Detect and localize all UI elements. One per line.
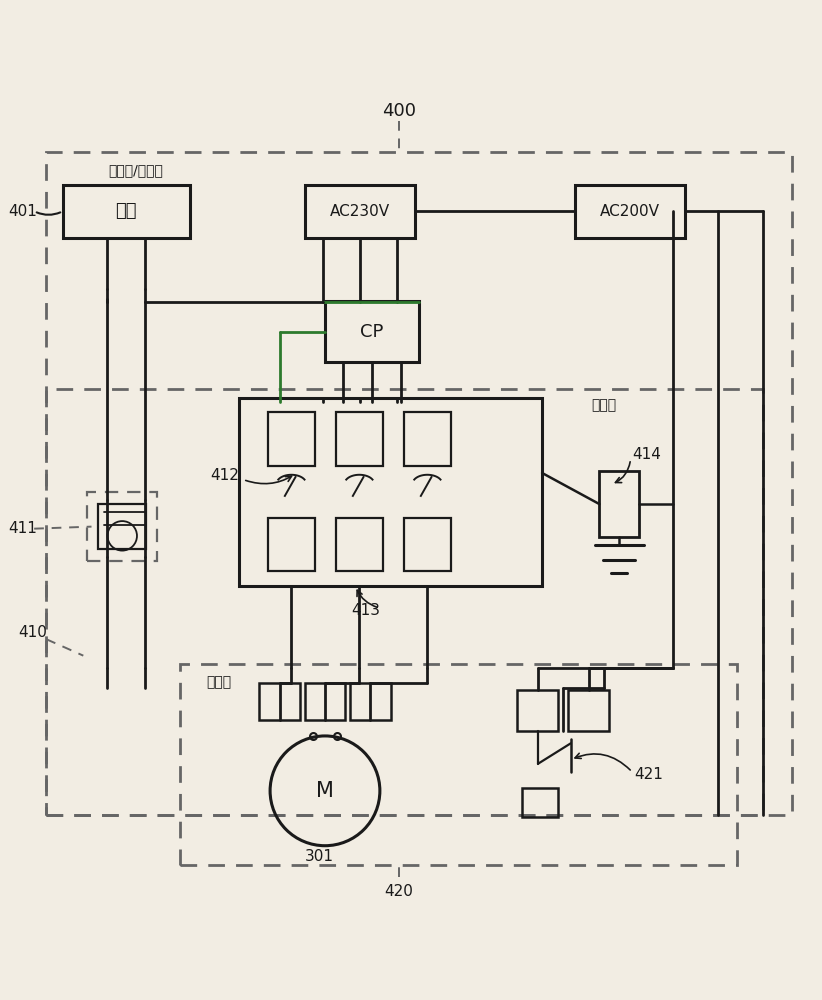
Bar bbox=[522, 788, 558, 817]
Text: 421: 421 bbox=[634, 767, 663, 782]
Bar bbox=[47, 389, 764, 815]
Text: 控制器/电源部: 控制器/电源部 bbox=[108, 163, 163, 177]
Bar bbox=[304, 185, 415, 238]
Text: 泵单元: 泵单元 bbox=[206, 675, 231, 689]
Bar bbox=[335, 518, 383, 571]
Bar bbox=[325, 301, 419, 362]
Bar bbox=[268, 412, 315, 466]
Bar bbox=[599, 471, 639, 537]
Text: 411: 411 bbox=[8, 521, 37, 536]
Text: 413: 413 bbox=[351, 603, 381, 618]
Bar bbox=[268, 518, 315, 571]
Bar bbox=[518, 690, 558, 731]
Text: 410: 410 bbox=[18, 625, 47, 640]
Bar bbox=[98, 504, 146, 549]
Bar bbox=[180, 664, 737, 865]
Bar bbox=[304, 683, 345, 720]
Bar bbox=[349, 683, 390, 720]
Text: 控制箱: 控制箱 bbox=[591, 398, 616, 412]
Bar bbox=[575, 185, 686, 238]
Bar bbox=[404, 412, 451, 466]
Bar bbox=[62, 185, 190, 238]
Bar bbox=[404, 518, 451, 571]
Text: 420: 420 bbox=[384, 884, 413, 899]
Text: CP: CP bbox=[360, 323, 384, 341]
Text: 412: 412 bbox=[210, 468, 239, 483]
Bar bbox=[260, 683, 300, 720]
Text: 401: 401 bbox=[8, 204, 37, 219]
Bar bbox=[239, 398, 542, 586]
Bar bbox=[335, 412, 383, 466]
Text: 301: 301 bbox=[304, 849, 334, 864]
Text: AC230V: AC230V bbox=[330, 204, 390, 219]
Text: AC200V: AC200V bbox=[600, 204, 660, 219]
Text: 414: 414 bbox=[632, 447, 661, 462]
Bar bbox=[47, 152, 792, 815]
Text: 400: 400 bbox=[381, 102, 416, 120]
Text: 基板: 基板 bbox=[116, 202, 137, 220]
Text: M: M bbox=[316, 781, 334, 801]
Bar bbox=[568, 690, 609, 731]
Bar bbox=[87, 492, 157, 561]
